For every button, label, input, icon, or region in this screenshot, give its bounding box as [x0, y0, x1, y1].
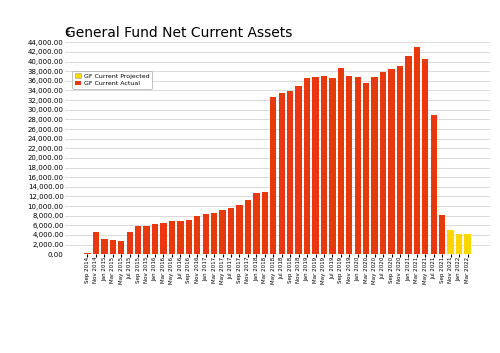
Bar	[388, 69, 394, 254]
Bar	[405, 56, 411, 254]
Bar	[329, 78, 336, 254]
Bar	[84, 253, 90, 254]
Text: £: £	[65, 28, 70, 37]
Bar	[456, 234, 462, 254]
Bar	[135, 226, 141, 254]
Bar	[414, 47, 420, 254]
Bar	[220, 210, 226, 254]
Bar	[101, 239, 107, 254]
Bar	[354, 78, 361, 254]
Bar	[422, 59, 428, 254]
Bar	[194, 216, 200, 254]
Bar	[110, 240, 116, 254]
Bar	[397, 66, 403, 254]
Text: General Fund Net Current Assets: General Fund Net Current Assets	[65, 26, 292, 40]
Bar	[211, 213, 218, 254]
Bar	[338, 68, 344, 254]
Bar	[430, 115, 437, 254]
Bar	[169, 221, 175, 254]
Bar	[126, 232, 133, 254]
Legend: GF Current Projected, GF Current Actual: GF Current Projected, GF Current Actual	[72, 71, 152, 89]
Bar	[464, 234, 470, 254]
Bar	[270, 97, 276, 254]
Bar	[186, 220, 192, 254]
Bar	[93, 233, 99, 254]
Bar	[144, 226, 150, 254]
Bar	[346, 76, 352, 254]
Bar	[152, 224, 158, 254]
Bar	[296, 86, 302, 254]
Bar	[202, 214, 209, 254]
Bar	[439, 215, 446, 254]
Bar	[304, 78, 310, 254]
Bar	[228, 208, 234, 254]
Bar	[253, 192, 260, 254]
Bar	[287, 91, 294, 254]
Bar	[245, 200, 251, 254]
Bar	[372, 77, 378, 254]
Bar	[321, 76, 327, 254]
Bar	[262, 192, 268, 254]
Bar	[118, 241, 124, 254]
Bar	[312, 78, 318, 254]
Bar	[380, 72, 386, 254]
Bar	[236, 205, 242, 254]
Bar	[363, 83, 370, 254]
Bar	[160, 223, 166, 254]
Bar	[448, 230, 454, 254]
Bar	[177, 221, 184, 254]
Bar	[278, 93, 285, 254]
